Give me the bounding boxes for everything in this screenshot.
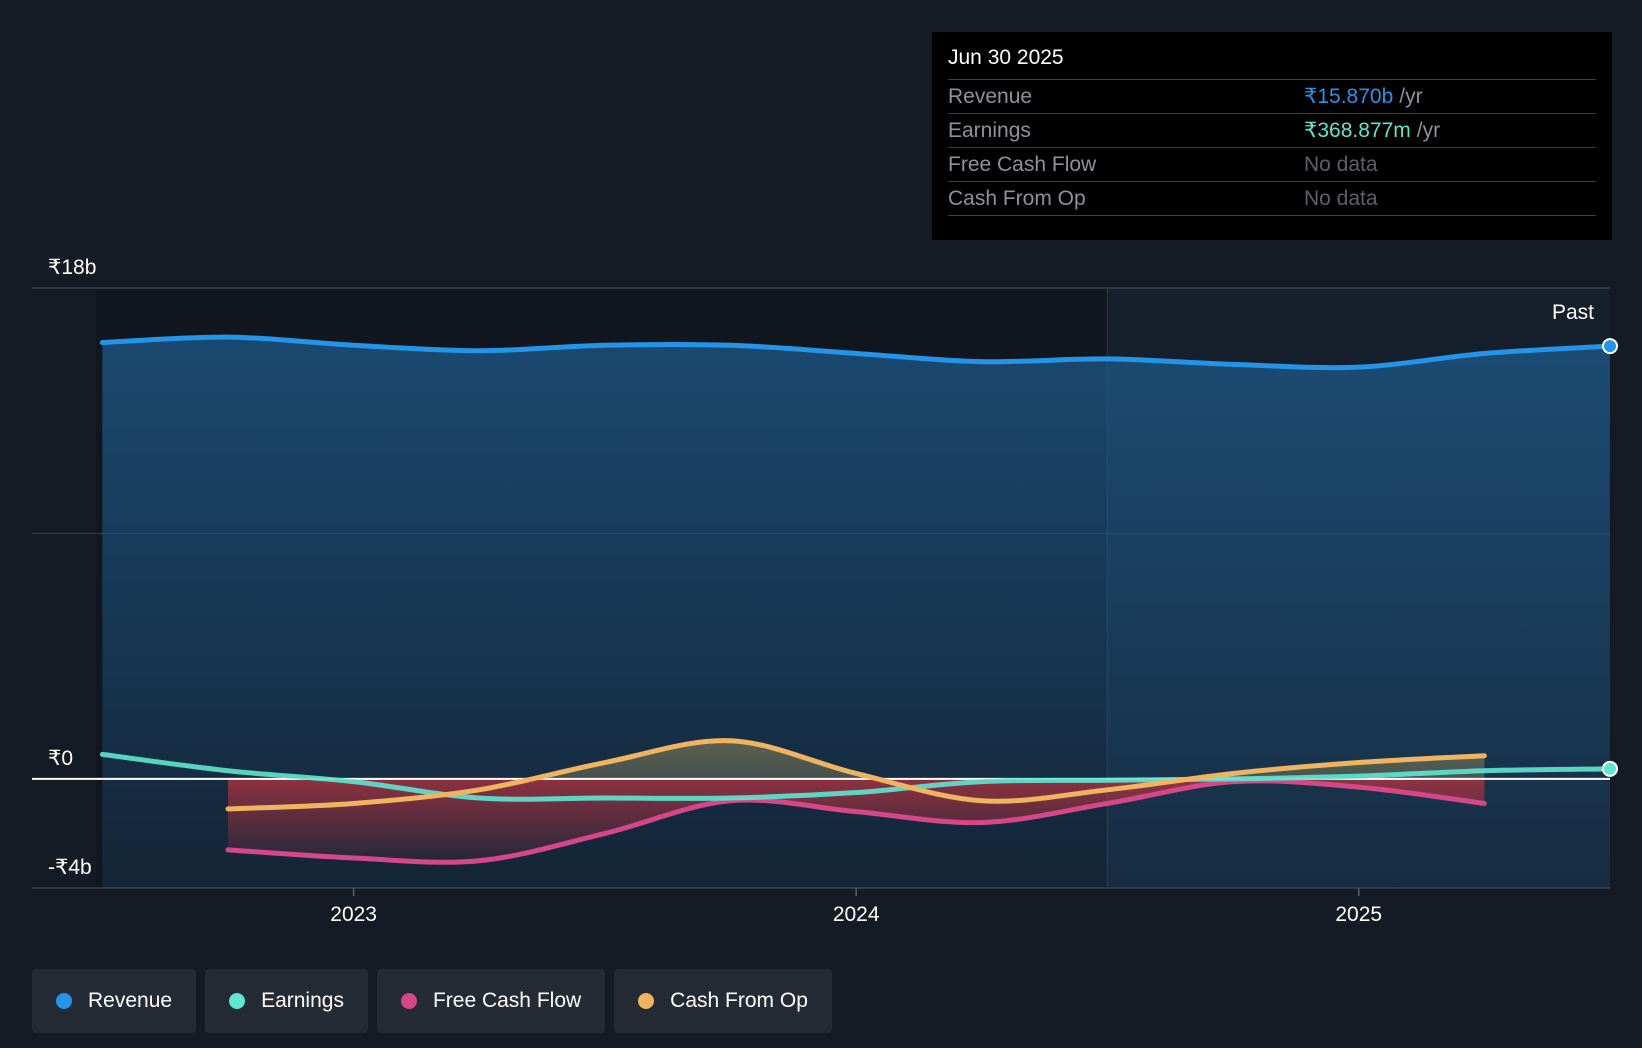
cash-from-op-line — [225, 738, 1487, 812]
earnings-line — [99, 751, 1613, 802]
tooltip-label: Revenue — [948, 84, 1033, 108]
legend-item-revenue[interactable]: Revenue — [32, 969, 197, 1033]
earnings-end-marker — [1602, 760, 1618, 777]
past-label: Past — [1552, 301, 1594, 324]
tooltip-unit: /yr — [1416, 118, 1441, 142]
revenue-line — [99, 334, 1613, 371]
legend-label: Revenue — [88, 989, 173, 1012]
y-tick-label: ₹0 — [48, 747, 73, 770]
legend-item-earnings[interactable]: Earnings — [205, 969, 368, 1033]
tooltip-value: No data — [1304, 186, 1378, 210]
revenue-end-marker — [1602, 338, 1618, 355]
tooltip-date: Jun 30 2025 — [948, 46, 1596, 80]
tooltip-row-revenue: Revenue ₹15.870b /yr — [948, 80, 1596, 114]
legend-label: Free Cash Flow — [432, 989, 582, 1012]
tooltip-unit: /yr — [1399, 84, 1423, 108]
tooltip-value: ₹368.877m — [1304, 119, 1411, 142]
tooltip-label: Cash From Op — [948, 186, 1086, 210]
earnings-dot-icon — [229, 993, 246, 1009]
tooltip-value: No data — [1304, 152, 1378, 176]
x-tick-label: 2023 — [330, 903, 377, 926]
y-tick-label: -₹4b — [48, 856, 92, 879]
legend-item-free-cash-flow[interactable]: Free Cash Flow — [376, 969, 606, 1033]
revenue-area — [102, 337, 1610, 888]
free-cash-flow-dot-icon — [400, 993, 417, 1009]
legend: Revenue Earnings Free Cash Flow Cash Fro… — [32, 969, 832, 1033]
tooltip: Jun 30 2025 Revenue ₹15.870b /yr Earning… — [932, 32, 1612, 240]
legend-label: Earnings — [261, 989, 344, 1012]
x-tick-label: 2024 — [833, 903, 880, 926]
tooltip-row-cash-from-op: Cash From Op No data — [948, 182, 1596, 216]
tooltip-row-free-cash-flow: Free Cash Flow No data — [948, 148, 1596, 182]
legend-label: Cash From Op — [670, 989, 808, 1012]
x-tick-label: 2025 — [1335, 903, 1382, 926]
tooltip-label: Free Cash Flow — [948, 152, 1097, 176]
cash-from-op-dot-icon — [638, 993, 655, 1009]
free-cash-flow-line — [225, 778, 1487, 865]
y-tick-label: ₹18b — [48, 256, 96, 279]
legend-item-cash-from-op[interactable]: Cash From Op — [614, 969, 832, 1033]
tooltip-label: Earnings — [948, 118, 1031, 142]
revenue-dot-icon — [56, 993, 72, 1009]
tooltip-value: ₹15.870b — [1304, 85, 1394, 108]
tooltip-row-earnings: Earnings ₹368.877m /yr — [948, 114, 1596, 148]
